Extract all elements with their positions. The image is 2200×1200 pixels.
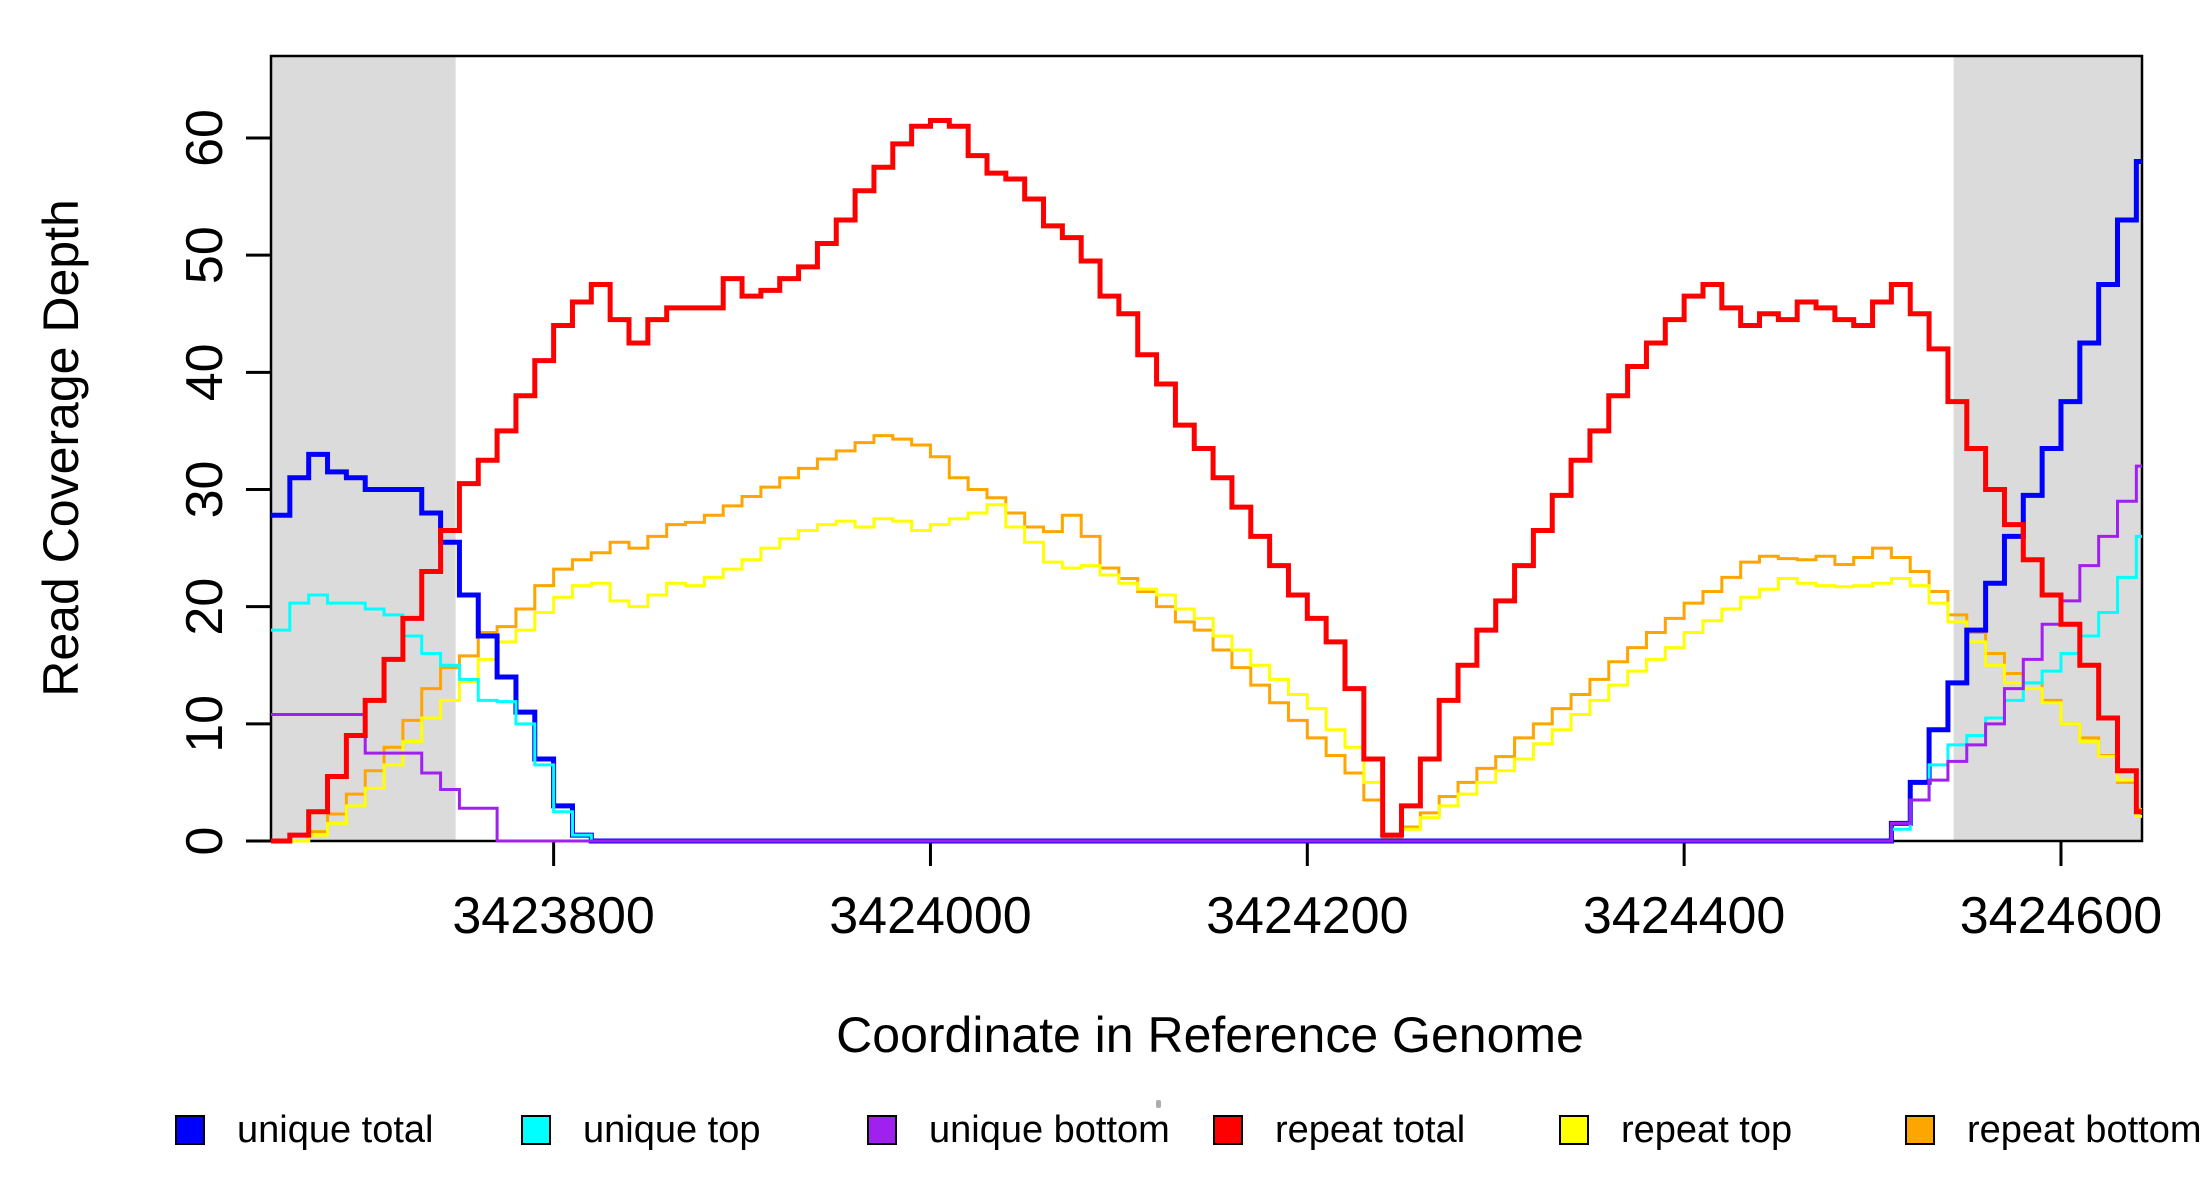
y-tick-label: 30: [176, 461, 234, 519]
legend-swatch-repeat-top: [1559, 1115, 1589, 1145]
y-tick-label: 60: [176, 109, 234, 167]
x-tick-label: 3423800: [452, 887, 654, 945]
series-repeat-top: [271, 503, 2142, 843]
x-tick-label: 3424600: [1960, 887, 2162, 945]
legend-item-repeat-bottom: repeat bottom: [1905, 1100, 2200, 1160]
legend-swatch-repeat-bottom: [1905, 1115, 1935, 1145]
plot-layers: 3423800 3424000 3424200 3424400 3424600 0 10 20…: [176, 54, 2162, 945]
y-tick-label: 50: [176, 226, 234, 284]
y-tick-label: 10: [176, 695, 234, 753]
y-tick-label: 20: [176, 578, 234, 636]
y-tick-label: 40: [176, 343, 234, 401]
series-unique-total: [271, 158, 2142, 844]
chart-legend: unique total unique top unique bottom repea…: [0, 1100, 2200, 1160]
legend-swatch-unique-total: [175, 1115, 205, 1145]
series-repeat-total: [271, 117, 2142, 844]
coverage-plot: 3423800 3424000 3424200 3424400 3424600 0 10 20…: [33, 54, 2162, 1063]
x-tick-label: 3424000: [829, 887, 1031, 945]
legend-item-unique-bottom: unique bottom: [867, 1100, 1170, 1160]
y-tick-label: 0: [176, 827, 234, 856]
x-tick-label: 3424400: [1583, 887, 1785, 945]
legend-label: unique total: [237, 1108, 434, 1151]
legend-label: unique top: [583, 1108, 761, 1151]
legend-swatch-unique-top: [521, 1115, 551, 1145]
legend-item-unique-top: unique top: [521, 1100, 761, 1160]
legend-label: repeat bottom: [1967, 1108, 2200, 1151]
legend-label: unique bottom: [929, 1108, 1170, 1151]
legend-label: repeat top: [1621, 1108, 1793, 1151]
legend-label: repeat total: [1275, 1108, 1466, 1151]
series-repeat-bottom: [271, 434, 2142, 843]
legend-swatch-unique-bottom: [867, 1115, 897, 1145]
series-unique-bottom: [271, 464, 2142, 843]
legend-item-repeat-total: repeat total: [1213, 1100, 1465, 1160]
y-axis-title: Read Coverage Depth: [33, 199, 89, 697]
legend-swatch-repeat-total: [1213, 1115, 1243, 1145]
x-axis-title: Coordinate in Reference Genome: [836, 1007, 1584, 1063]
legend-item-repeat-top: repeat top: [1559, 1100, 1792, 1160]
x-tick-label: 3424200: [1206, 887, 1408, 945]
legend-item-unique-total: unique total: [175, 1100, 434, 1160]
stray-mark: [1156, 1100, 1161, 1108]
